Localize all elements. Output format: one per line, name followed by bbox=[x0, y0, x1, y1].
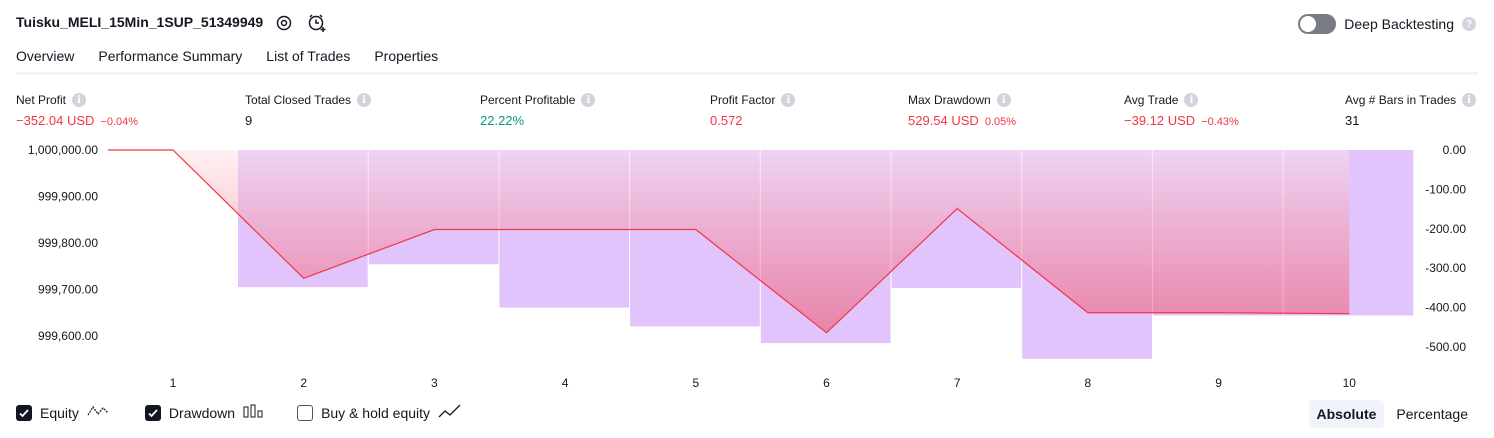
legend-drawdown[interactable]: Drawdown bbox=[144, 404, 263, 421]
left-axis-tick: 999,900.00 bbox=[38, 190, 98, 204]
x-axis-tick: 2 bbox=[300, 376, 307, 390]
metric-percent: 0.05% bbox=[984, 116, 1017, 128]
mode-percentage-button[interactable]: Percentage bbox=[1396, 406, 1468, 422]
metric-percent: −0.43% bbox=[1201, 116, 1239, 128]
tab-list-of-trades[interactable]: List of Trades bbox=[266, 48, 351, 64]
left-axis-tick: 999,800.00 bbox=[38, 236, 98, 250]
metric-value: 9 bbox=[245, 113, 253, 128]
metric-avg-trade: Avg Trade i −39.12 USD −0.43% bbox=[1124, 93, 1239, 128]
left-axis-tick: 1,000,000.00 bbox=[28, 143, 98, 157]
deep-backtesting-toggle[interactable] bbox=[1298, 14, 1337, 34]
metric-label: Avg # Bars in Trades bbox=[1345, 93, 1457, 107]
metric-max-drawdown: Max Drawdown i 529.54 USD 0.05% bbox=[908, 93, 1016, 128]
info-icon[interactable]: i bbox=[357, 93, 372, 107]
x-axis-tick: 7 bbox=[954, 376, 961, 390]
equity-drawdown-chart: 1,000,000.00 999,900.00 999,800.00 999,700.… bbox=[28, 143, 1466, 390]
x-axis-tick: 5 bbox=[692, 376, 699, 390]
left-axis-tick: 999,600.00 bbox=[38, 329, 98, 343]
left-axis-tick: 999,700.00 bbox=[38, 283, 98, 297]
right-axis-tick: -300.00 bbox=[1425, 261, 1466, 275]
metric-label: Max Drawdown bbox=[908, 93, 991, 107]
deep-backtesting-label: Deep Backtesting bbox=[1344, 16, 1454, 32]
metric-label: Total Closed Trades bbox=[245, 93, 352, 107]
display-mode-toggle: Absolute Percentage bbox=[1308, 400, 1477, 428]
metric-total-closed-trades: Total Closed Trades i 9 bbox=[245, 93, 372, 128]
legend-buy-hold[interactable]: Buy & hold equity bbox=[297, 404, 462, 421]
deep-backtesting-control: Deep Backtesting ? bbox=[1298, 14, 1476, 34]
metric-value: −352.04 USD bbox=[16, 113, 95, 128]
x-axis-tick: 1 bbox=[170, 376, 177, 390]
equity-area bbox=[108, 150, 1350, 333]
metric-profit-factor: Profit Factor i 0.572 bbox=[710, 93, 796, 128]
legend-equity[interactable]: Equity bbox=[16, 404, 111, 421]
info-icon[interactable]: i bbox=[781, 93, 796, 107]
buy-hold-checkbox[interactable] bbox=[297, 404, 314, 421]
left-axis: 1,000,000.00 999,900.00 999,800.00 999,700.… bbox=[28, 143, 98, 343]
tab-properties[interactable]: Properties bbox=[374, 48, 439, 64]
right-axis: 0.00 -100.00 -200.00 -300.00 -400.00 -500.00 bbox=[1425, 143, 1466, 354]
x-axis-tick: 10 bbox=[1343, 376, 1357, 390]
help-icon[interactable]: ? bbox=[1462, 17, 1476, 31]
metric-value: −39.12 USD bbox=[1124, 113, 1196, 128]
x-axis-tick: 6 bbox=[823, 376, 830, 390]
right-axis-tick: -200.00 bbox=[1425, 222, 1466, 236]
metric-net-profit: Net Profit i −352.04 USD −0.04% bbox=[16, 93, 138, 128]
equity-line-group bbox=[108, 149, 1350, 334]
equity-fill bbox=[108, 150, 1350, 333]
strategy-title: Tuisku_MELI_15Min_1SUP_51349949 bbox=[16, 14, 264, 30]
metric-percent-profitable: Percent Profitable i 22.22% bbox=[480, 93, 596, 128]
tabs-divider bbox=[16, 72, 1478, 75]
info-icon[interactable]: i bbox=[72, 93, 87, 107]
info-icon[interactable]: i bbox=[1184, 93, 1199, 107]
right-axis-tick: 0.00 bbox=[1443, 143, 1467, 157]
legend-drawdown-label: Drawdown bbox=[168, 404, 236, 421]
chart-legend: Equity Drawdown Buy & hold equity bbox=[16, 404, 462, 421]
right-axis-tick: -400.00 bbox=[1425, 301, 1466, 315]
tab-overview[interactable]: Overview bbox=[16, 48, 75, 75]
tab-performance-summary[interactable]: Performance Summary bbox=[98, 48, 243, 64]
metric-value: 0.572 bbox=[710, 113, 743, 128]
tab-bar: Overview Performance Summary List of Tra… bbox=[16, 48, 438, 75]
legend-equity-label: Equity bbox=[40, 404, 79, 421]
mode-absolute-button[interactable]: Absolute bbox=[1308, 400, 1385, 428]
x-axis: 1 2 3 4 5 6 7 8 9 10 bbox=[170, 376, 1357, 390]
buy-hold-line-icon bbox=[438, 404, 462, 421]
drawdown-checkbox[interactable] bbox=[144, 404, 161, 421]
legend-buy-hold-label: Buy & hold equity bbox=[321, 404, 431, 421]
info-icon[interactable]: i bbox=[1462, 93, 1477, 107]
info-icon[interactable]: i bbox=[996, 93, 1011, 107]
right-axis-tick: -500.00 bbox=[1425, 340, 1466, 354]
metric-percent: −0.04% bbox=[100, 116, 139, 128]
metric-label: Avg Trade bbox=[1124, 93, 1179, 107]
settings-icon[interactable] bbox=[274, 13, 294, 33]
metric-value: 22.22% bbox=[480, 113, 525, 128]
equity-checkbox[interactable] bbox=[16, 404, 32, 421]
metric-value: 31 bbox=[1345, 113, 1360, 128]
metric-label: Net Profit bbox=[16, 93, 67, 107]
add-alert-icon[interactable] bbox=[307, 13, 327, 33]
x-axis-tick: 8 bbox=[1085, 376, 1092, 390]
metric-label: Percent Profitable bbox=[480, 93, 576, 107]
x-axis-tick: 3 bbox=[431, 376, 438, 390]
x-axis-tick: 9 bbox=[1215, 376, 1222, 390]
metric-label: Profit Factor bbox=[710, 93, 776, 107]
metric-value: 529.54 USD bbox=[908, 113, 979, 128]
equity-line-icon bbox=[87, 404, 111, 421]
info-icon[interactable]: i bbox=[581, 93, 596, 107]
drawdown-bars-icon bbox=[243, 404, 263, 421]
x-axis-tick: 4 bbox=[562, 376, 569, 390]
right-axis-tick: -100.00 bbox=[1425, 182, 1466, 196]
metric-avg-bars-in-trades: Avg # Bars in Trades i 31 bbox=[1345, 93, 1477, 128]
